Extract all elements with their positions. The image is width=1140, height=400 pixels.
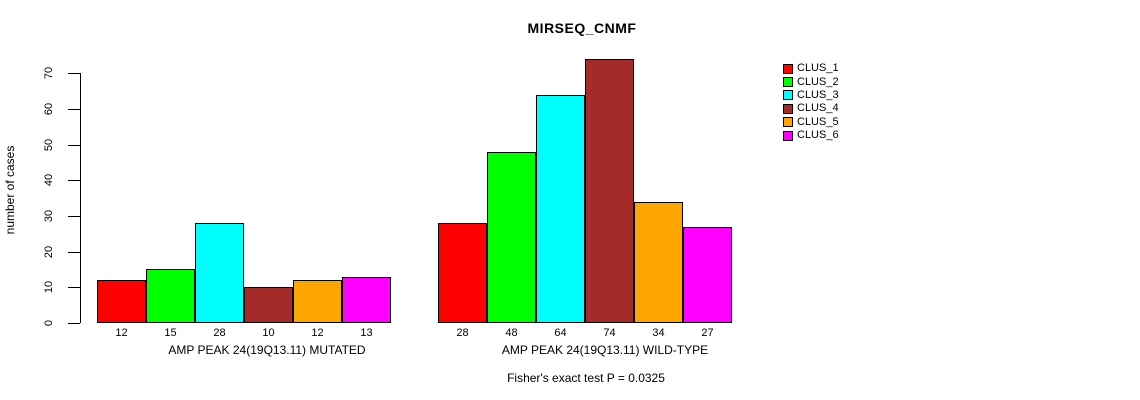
y-axis-tick-label: 0 [43,319,55,327]
bar-CLUS_2-wild-type [487,152,536,323]
y-axis-tick [68,73,80,75]
y-axis-tick [68,144,80,146]
legend: CLUS_1 CLUS_2 CLUS_3 CLUS_4 CLUS_5 CLUS_6 [783,62,839,142]
legend-color-swatch [783,103,793,114]
y-axis-tick-label: 60 [43,102,55,115]
bar-CLUS_5-wild-type [634,202,683,323]
bar-value-label: 12 [115,327,128,339]
legend-item-label: CLUS_3 [797,88,839,101]
bar-value-label: 48 [505,327,518,339]
bar-value-label: 12 [311,327,324,339]
bar-CLUS_4-wild-type [585,59,634,323]
bar-value-label: 13 [360,327,373,339]
y-axis-line [80,73,81,323]
legend-item-CLUS_1: CLUS_1 [783,62,839,75]
bar-value-label: 28 [456,327,469,339]
bar-value-label: 10 [262,327,275,339]
y-axis-tick-label: 50 [43,138,55,151]
bar-value-label: 27 [701,327,714,339]
bar-CLUS_5-mutated [293,280,342,323]
y-axis-tick [68,108,80,110]
bar-CLUS_1-wild-type [438,223,487,323]
legend-color-swatch [783,130,793,141]
y-axis-tick-label: 30 [43,209,55,223]
y-axis-tick-label: 70 [43,66,55,80]
legend-item-CLUS_5: CLUS_5 [783,116,839,129]
legend-item-label: CLUS_2 [797,75,839,88]
legend-color-swatch [783,90,793,101]
y-axis-tick [68,287,80,289]
bar-CLUS_1-mutated [97,280,146,323]
bar-CLUS_4-mutated [244,287,293,323]
y-axis-tick [68,180,80,182]
y-axis-tick-label: 40 [43,174,55,187]
bar-value-label: 34 [652,327,665,339]
bar-CLUS_6-wild-type [683,227,732,323]
legend-color-swatch [783,77,793,88]
bar-CLUS_3-wild-type [536,95,585,323]
y-axis-tick [68,215,80,217]
bar-value-label: 15 [164,327,177,339]
legend-item-CLUS_4: CLUS_4 [783,102,839,115]
y-axis-label-text: number of cases [3,145,17,235]
legend-item-CLUS_3: CLUS_3 [783,89,839,102]
legend-item-CLUS_2: CLUS_2 [783,75,839,88]
bar-value-label: 28 [213,327,226,339]
y-axis-tick-label: 10 [43,281,55,294]
legend-item-label: CLUS_4 [797,102,839,115]
legend-item-label: CLUS_6 [797,129,839,142]
legend-color-swatch [783,117,793,128]
group-label-mutated: AMP PEAK 24(19Q13.11) MUTATED [168,343,366,357]
y-axis-tick [68,323,80,324]
bar-CLUS_6-mutated [342,277,391,323]
legend-item-label: CLUS_1 [797,62,839,75]
annotation-fisher-test: Fisher's exact test P = 0.0325 [507,371,665,385]
legend-item-label: CLUS_5 [797,115,839,128]
chart-title: MIRSEQ_CNMF [527,20,637,36]
y-axis-tick [68,251,80,253]
legend-item-CLUS_6: CLUS_6 [783,129,839,142]
y-axis-tick-label: 20 [43,245,55,258]
bar-value-label: 64 [554,327,567,339]
legend-color-swatch [783,63,793,74]
bar-CLUS_2-mutated [146,269,195,323]
bar-CLUS_3-mutated [195,223,244,323]
group-label-wild-type: AMP PEAK 24(19Q13.11) WILD-TYPE [501,343,709,357]
bar-value-label: 74 [603,327,616,339]
